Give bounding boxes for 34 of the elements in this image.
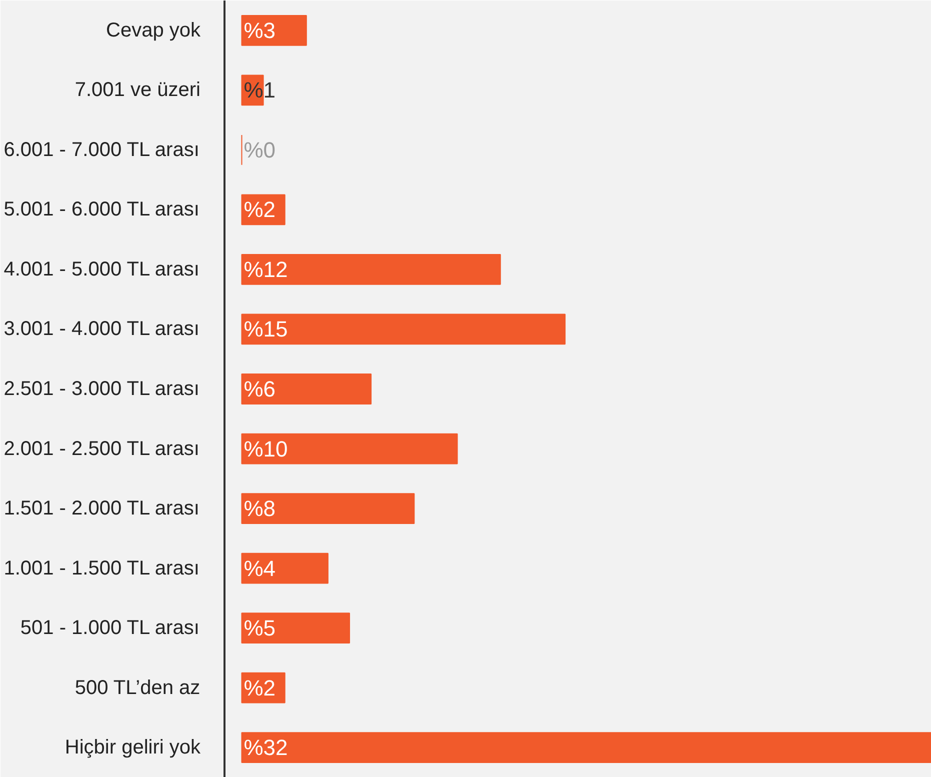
data-label: %4 — [244, 556, 276, 581]
y-tick-label: 1.001 - 1.500 TL arası — [4, 557, 200, 580]
y-tick-label: 501 - 1.000 TL arası — [20, 617, 200, 640]
data-label: %15 — [244, 316, 288, 342]
bar — [241, 612, 350, 644]
y-tick-label: 2.001 - 2.500 TL arası — [4, 438, 200, 460]
bar — [241, 493, 415, 524]
y-tick-label: 6.001 - 7.000 TL arası — [4, 138, 200, 161]
y-tick-label: 4.001 - 5.000 TL arası — [4, 258, 200, 280]
y-tick-label: 3.001 - 4.000 TL arası — [4, 318, 200, 340]
y-tick-label: Hiçbir geliri yok — [64, 736, 202, 759]
data-label: %10 — [244, 436, 288, 462]
y-tick-label: 5.001 - 6.000 TL arası — [4, 198, 200, 221]
bar — [241, 14, 307, 46]
y-tick-label: Cevap yok — [106, 19, 202, 42]
y-tick-label: 1.501 - 2.000 TL arası — [4, 498, 200, 520]
bar — [241, 254, 501, 285]
bar — [241, 732, 931, 764]
y-tick-label: 2.501 - 3.000 TL arası — [4, 378, 200, 400]
bar — [241, 374, 372, 404]
bar — [241, 552, 328, 584]
y-tick-label: 7.001 ve üzeri — [74, 79, 201, 102]
data-label: %0 — [244, 137, 276, 162]
data-label: %32 — [244, 735, 288, 760]
bar — [241, 433, 458, 464]
data-label: %2 — [244, 197, 276, 222]
y-tick-label: 500 TL’den az — [74, 676, 200, 699]
data-label: %3 — [244, 18, 276, 43]
data-label: %12 — [244, 256, 288, 282]
bar — [241, 314, 566, 345]
data-label: %8 — [244, 496, 276, 522]
data-label: %2 — [244, 675, 276, 700]
data-label: %6 — [244, 376, 276, 402]
data-label: %5 — [244, 616, 276, 641]
